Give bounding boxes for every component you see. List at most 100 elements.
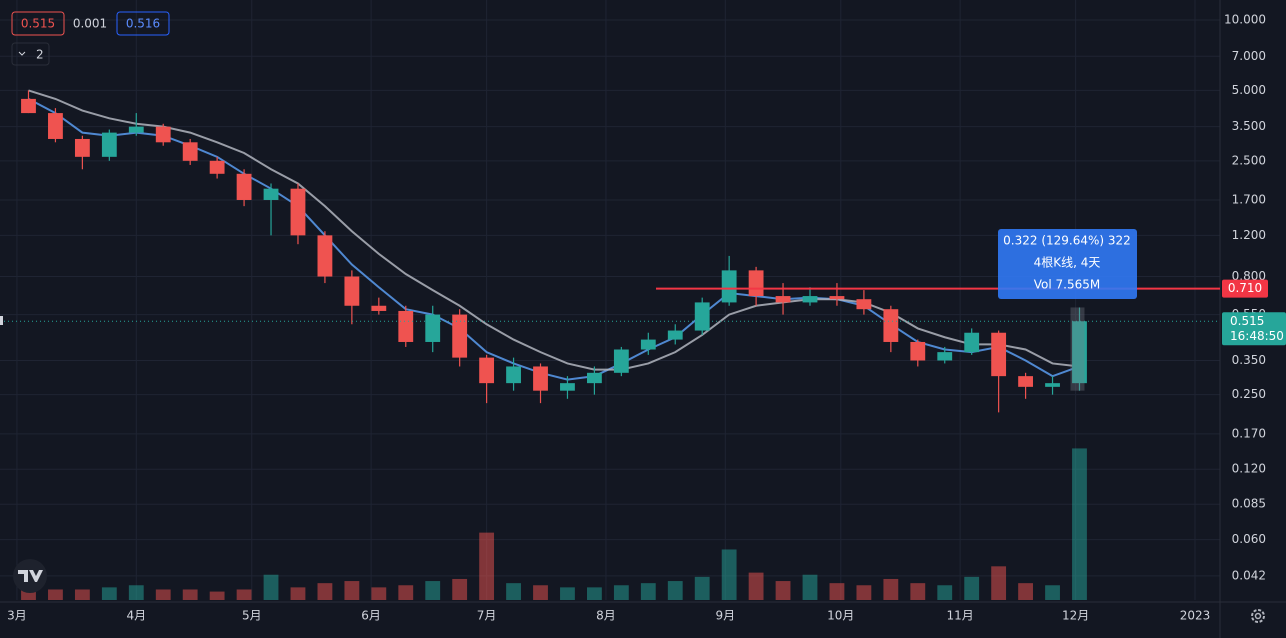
volume-bar [964, 576, 980, 600]
volume-bar [829, 583, 845, 600]
candle-body [263, 188, 279, 200]
y-tick-label: 1.200 [1232, 228, 1266, 242]
x-tick-label: 11月 [946, 609, 973, 623]
y-tick-label: 0.350 [1232, 353, 1266, 367]
candle-body [182, 142, 198, 161]
measure-text: 0.322 (129.64%) 322 [1003, 234, 1131, 248]
y-tick-label: 5.000 [1232, 83, 1266, 97]
candle-body [910, 341, 926, 361]
volume-bar [290, 587, 306, 600]
x-tick-label: 8月 [596, 609, 616, 623]
last-price-tag [1222, 312, 1286, 346]
candle-body [479, 357, 495, 384]
volume-bar [694, 576, 710, 600]
x-tick-label: 12月 [1062, 609, 1089, 623]
y-tick-label: 0.170 [1232, 426, 1266, 440]
x-tick-label: 4月 [126, 609, 146, 623]
settings-icon[interactable] [1251, 609, 1265, 623]
candle-body [371, 305, 387, 311]
candle-body [802, 296, 818, 303]
last-price-label: 0.515 [1230, 314, 1264, 328]
candle-body [317, 235, 333, 277]
axis-layer: 10.000 7.000 5.000 3.500 2.500 1.700 1.200 0.80… [7, 13, 1266, 623]
volume-bar [856, 585, 872, 600]
x-tick-label: 10月 [827, 609, 854, 623]
candle-body [964, 332, 980, 353]
volume-bar [48, 589, 63, 600]
candle-body [640, 339, 656, 350]
candle-body [586, 372, 602, 384]
logo[interactable] [13, 559, 47, 593]
x-tick-label: 7月 [477, 609, 497, 623]
candle-body [209, 160, 225, 174]
y-tick-label: 0.060 [1232, 532, 1266, 546]
candle-body [775, 296, 791, 303]
candle-body [398, 310, 414, 342]
crosshair-marker [0, 316, 3, 325]
legend-value: 0.001 [73, 17, 107, 31]
measure-tooltip [998, 229, 1137, 299]
candle-body [290, 188, 306, 236]
candle-body [344, 276, 360, 306]
volume-bar [236, 589, 252, 600]
chevron-icon [18, 51, 26, 56]
y-tick-label: 0.800 [1232, 269, 1266, 283]
volume-bar [560, 587, 575, 600]
candle-body [560, 383, 575, 391]
volume-bar [128, 585, 144, 600]
candle-body [1018, 376, 1033, 387]
price-tag-label: 0.710 [1228, 281, 1262, 295]
volume-bar [883, 578, 899, 600]
volume-bar [155, 589, 171, 600]
indicator-toggle[interactable] [11, 42, 50, 66]
legend-box [116, 11, 170, 36]
volume-bar [506, 583, 521, 600]
grid-layer [0, 0, 1220, 600]
volume-bar [991, 566, 1007, 600]
candle-body [425, 314, 441, 342]
candle-body [236, 173, 252, 200]
volume-bar [1072, 448, 1087, 600]
candle-body [613, 349, 629, 373]
y-tick-label: 7.000 [1232, 49, 1266, 63]
volume-bar [371, 587, 387, 600]
candle-body [1045, 383, 1060, 387]
y-tick-label: 0.042 [1232, 568, 1266, 582]
x-tick-label: 6月 [361, 609, 381, 623]
ma-layer [28, 89, 1080, 381]
candle-body [829, 296, 845, 300]
volume-bar [263, 574, 279, 600]
indicator-count: 2 [36, 48, 44, 62]
volume-bar [317, 583, 333, 600]
candle-layer [21, 90, 1087, 413]
volume-bar [182, 589, 198, 600]
y-tick-label: 3.500 [1232, 119, 1266, 133]
volume-bar [425, 581, 441, 600]
volume-bar [101, 587, 117, 600]
candle-body [667, 330, 683, 340]
volume-bar [586, 587, 602, 600]
volume-bar [640, 583, 656, 600]
legend-box [11, 11, 65, 36]
x-tick-label: 3月 [7, 609, 27, 623]
candle-body [21, 98, 36, 114]
volume-bar [802, 574, 818, 600]
volume-bar [1018, 583, 1033, 600]
y-tick-label: 10.000 [1224, 13, 1266, 27]
legend-value: 0.516 [126, 17, 160, 31]
x-tick-label: 2023 [1180, 609, 1211, 623]
volume-bar [452, 578, 468, 600]
price-tag [1222, 279, 1268, 298]
volume-bar [1045, 585, 1060, 600]
volume-bar [613, 585, 629, 600]
moving-average [28, 98, 1080, 381]
measure-text: 4根K线, 4天 [1034, 256, 1101, 270]
candle-body [101, 132, 117, 157]
volume-bar [398, 585, 414, 600]
volume-bar [533, 585, 548, 600]
volume-bar [748, 572, 764, 600]
